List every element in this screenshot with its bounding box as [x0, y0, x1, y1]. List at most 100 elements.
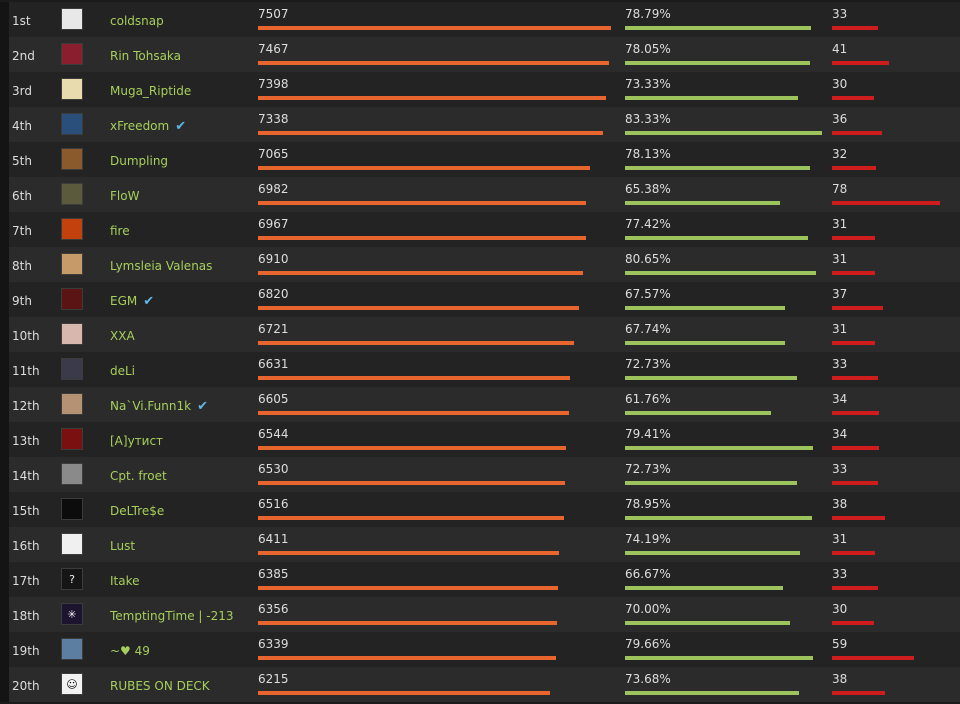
player-name[interactable]: deLi	[110, 364, 136, 378]
games-bar	[832, 656, 914, 660]
winrate-bar	[625, 61, 810, 65]
player-name[interactable]: Cpt. froet	[110, 469, 167, 483]
player-name[interactable]: ~♥ 49	[110, 644, 150, 658]
table-row[interactable]: 13th [A]утист 6544 79.41% 34	[0, 422, 960, 457]
games-bar	[832, 131, 882, 135]
table-row[interactable]: 8th Lymsleia Valenas 6910 80.65% 31	[0, 247, 960, 282]
player-name-link[interactable]: Na`Vi.Funn1k ✔	[110, 399, 208, 414]
mmr-value: 6215	[258, 672, 289, 686]
avatar[interactable]	[61, 323, 83, 345]
avatar[interactable]	[61, 498, 83, 520]
player-name-link[interactable]: TemptingTime | -213	[110, 609, 234, 623]
table-row[interactable]: 6th FloW 6982 65.38% 78	[0, 177, 960, 212]
player-name-link[interactable]: XXA	[110, 329, 135, 343]
table-row[interactable]: 1st coldsnap 7507 78.79% 33	[0, 2, 960, 37]
rank-label: 9th	[12, 294, 32, 308]
games-bar	[832, 621, 874, 625]
mmr-value: 7467	[258, 42, 289, 56]
player-name[interactable]: Dumpling	[110, 154, 169, 168]
avatar[interactable]	[61, 428, 83, 450]
table-row[interactable]: 11th deLi 6631 72.73% 33	[0, 352, 960, 387]
winrate-bar	[625, 446, 813, 450]
player-name[interactable]: TemptingTime | -213	[110, 609, 234, 623]
table-row[interactable]: 5th Dumpling 7065 78.13% 32	[0, 142, 960, 177]
player-name-link[interactable]: ~♥ 49	[110, 644, 150, 658]
player-name-link[interactable]: RUBES ON DECK	[110, 679, 210, 693]
avatar[interactable]	[61, 253, 83, 275]
player-name[interactable]: Lust	[110, 539, 136, 553]
winrate-value: 67.74%	[625, 322, 671, 336]
mmr-value: 6721	[258, 322, 289, 336]
star-burst-icon[interactable]: ✳	[61, 603, 83, 625]
player-name[interactable]: XXA	[110, 329, 135, 343]
table-row[interactable]: 2nd Rin Tohsaka 7467 78.05% 41	[0, 37, 960, 72]
player-name[interactable]: Itake	[110, 574, 140, 588]
player-name[interactable]: RUBES ON DECK	[110, 679, 210, 693]
table-row[interactable]: 17th? Itake 6385 66.67% 33	[0, 562, 960, 597]
games-bar	[832, 96, 874, 100]
table-row[interactable]: 18th ✳ TemptingTime | -213 6356 70.00% 30	[0, 597, 960, 632]
table-row[interactable]: 4th xFreedom ✔ 7338 83.33% 36	[0, 107, 960, 142]
player-name[interactable]: Lymsleia Valenas	[110, 259, 213, 273]
player-name-link[interactable]: Cpt. froet	[110, 469, 167, 483]
player-name[interactable]: Muga_Riptide	[110, 84, 192, 98]
player-name-link[interactable]: FloW	[110, 189, 139, 203]
avatar[interactable]	[61, 148, 83, 170]
player-name[interactable]: xFreedom	[110, 119, 170, 133]
winrate-value: 70.00%	[625, 602, 671, 616]
player-name-link[interactable]: Lymsleia Valenas	[110, 259, 212, 273]
player-name-link[interactable]: Dumpling	[110, 154, 168, 168]
table-row[interactable]: 14th Cpt. froet 6530 72.73% 33	[0, 457, 960, 492]
player-name[interactable]: coldsnap	[110, 14, 164, 28]
avatar[interactable]	[61, 393, 83, 415]
player-name-link[interactable]: coldsnap	[110, 14, 164, 28]
avatar[interactable]	[61, 218, 83, 240]
player-name-link[interactable]: deLi	[110, 364, 135, 378]
avatar[interactable]	[61, 8, 83, 30]
games-bar	[832, 516, 885, 520]
table-row[interactable]: 20th ☺ RUBES ON DECK 6215 73.68% 38	[0, 667, 960, 702]
player-name-link[interactable]: DeLTre$e	[110, 504, 164, 518]
player-name-link[interactable]: Lust	[110, 539, 135, 553]
avatar[interactable]	[61, 463, 83, 485]
player-name-link[interactable]: EGM ✔	[110, 294, 154, 309]
rank-label: 3rd	[12, 84, 32, 98]
winrate-bar	[625, 96, 798, 100]
player-name-link[interactable]: Rin Tohsaka	[110, 49, 181, 63]
mmr-bar	[258, 341, 574, 345]
player-name[interactable]: Na`Vi.Funn1k	[110, 399, 192, 413]
avatar[interactable]	[61, 288, 83, 310]
table-row[interactable]: 10th XXA 6721 67.74% 31	[0, 317, 960, 352]
question-mark-icon[interactable]: ?	[61, 568, 83, 590]
rank-label: 6th	[12, 189, 32, 203]
table-row[interactable]: 12th Na`Vi.Funn1k ✔ 6605 61.76% 34	[0, 387, 960, 422]
player-name[interactable]: [A]утист	[110, 434, 164, 448]
player-name-link[interactable]: xFreedom ✔	[110, 119, 186, 134]
avatar[interactable]	[61, 43, 83, 65]
table-row[interactable]: 15th DeLTre$e 6516 78.95% 38	[0, 492, 960, 527]
table-row[interactable]: 19th ~♥ 49 6339 79.66% 59	[0, 632, 960, 667]
skull-icon[interactable]: ☺	[61, 673, 83, 695]
avatar[interactable]	[61, 113, 83, 135]
table-row[interactable]: 9th EGM ✔ 6820 67.57% 37	[0, 282, 960, 317]
mmr-value: 6385	[258, 567, 289, 581]
table-row[interactable]: 16th Lust 6411 74.19% 31	[0, 527, 960, 562]
player-name-link[interactable]: fire	[110, 224, 130, 238]
avatar[interactable]	[61, 183, 83, 205]
table-row[interactable]: 3rd Muga_Riptide 7398 73.33% 30	[0, 72, 960, 107]
player-name[interactable]: DeLTre$e	[110, 504, 165, 518]
table-row[interactable]: 7th fire 6967 77.42% 31	[0, 212, 960, 247]
player-name-link[interactable]: Muga_Riptide	[110, 84, 191, 98]
avatar[interactable]	[61, 638, 83, 660]
player-name[interactable]: fire	[110, 224, 130, 238]
games-bar	[832, 61, 889, 65]
player-name[interactable]: FloW	[110, 189, 140, 203]
player-name[interactable]: EGM	[110, 294, 138, 308]
avatar[interactable]	[61, 358, 83, 380]
avatar[interactable]	[61, 533, 83, 555]
player-name-link[interactable]: [A]утист	[110, 434, 163, 448]
mmr-bar	[258, 446, 566, 450]
avatar[interactable]	[61, 78, 83, 100]
player-name[interactable]: Rin Tohsaka	[110, 49, 182, 63]
player-name-link[interactable]: Itake	[110, 574, 140, 588]
